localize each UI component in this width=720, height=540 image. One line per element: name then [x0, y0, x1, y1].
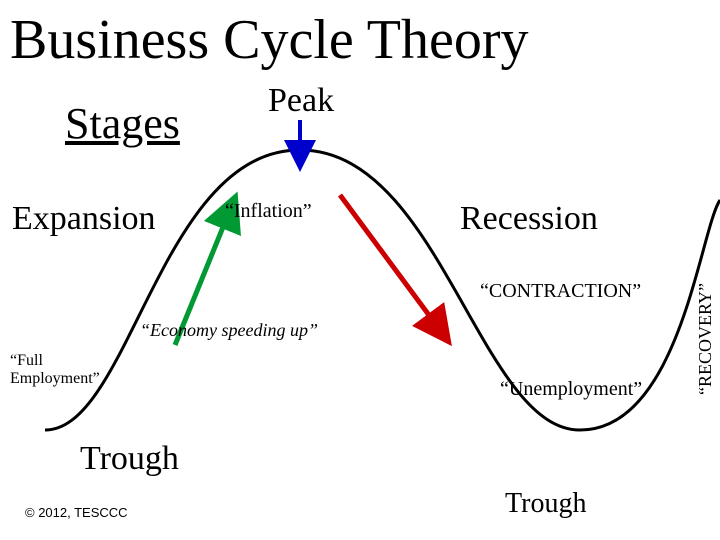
full-employment-line2: Employment” [10, 370, 100, 387]
diagram-root: { "title": "Business Cycle Theory", "lab… [0, 0, 720, 540]
stages-label: Stages [65, 98, 180, 149]
page-title: Business Cycle Theory [10, 8, 528, 72]
peak-label: Peak [268, 82, 334, 120]
trough-label-right: Trough [505, 488, 586, 520]
economy-speeding-up-label: “Economy speeding up” [140, 320, 318, 341]
unemployment-label: “Unemployment” [500, 378, 642, 401]
inflation-label: “Inflation” [225, 200, 312, 223]
full-employment-label: “Full Employment” [10, 352, 100, 388]
recession-arrow [340, 195, 440, 330]
recession-label: Recession [460, 200, 598, 238]
full-employment-line1: “Full [10, 352, 43, 369]
expansion-label: Expansion [12, 200, 156, 238]
copyright-label: © 2012, TESCCC [25, 505, 128, 520]
recovery-label: “RECOVERY” [695, 283, 716, 395]
contraction-label: “CONTRACTION” [480, 280, 641, 303]
trough-label-left: Trough [80, 440, 179, 478]
